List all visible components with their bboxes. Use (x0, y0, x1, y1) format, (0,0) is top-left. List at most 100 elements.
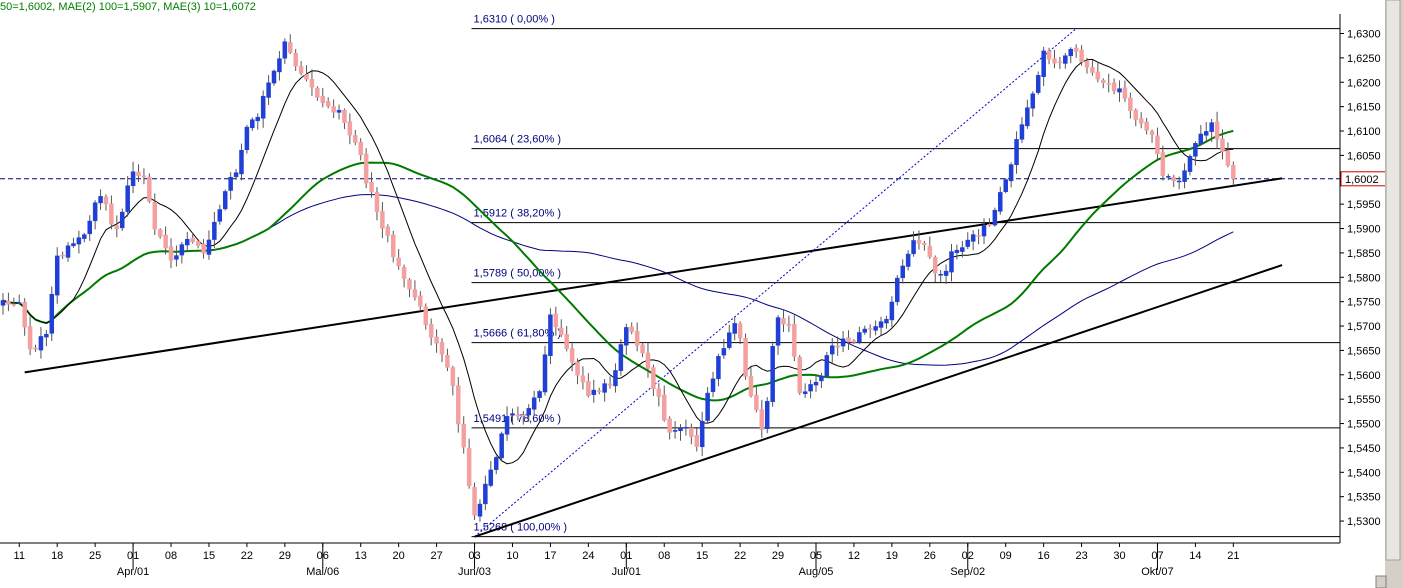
candle (1014, 131, 1019, 174)
candle (564, 325, 569, 352)
candle (813, 374, 819, 392)
month-label: Jul/01 (612, 566, 641, 578)
candle (737, 321, 743, 345)
candle-body (260, 95, 266, 119)
candle (1182, 163, 1187, 189)
price-tick-label: 1,5900 (1347, 224, 1381, 236)
price-tick-label: 1,5700 (1347, 321, 1381, 333)
date-tick-label: 13 (355, 550, 367, 562)
candle (1176, 176, 1182, 190)
candle (569, 343, 575, 372)
date-tick-label: 18 (51, 550, 63, 562)
date-tick-label: 26 (924, 550, 936, 562)
price-tick-label: 1,6100 (1347, 126, 1381, 138)
candle (141, 168, 147, 185)
candle-body (423, 306, 429, 326)
candle-body (266, 82, 271, 98)
candle (1063, 52, 1068, 69)
candle (1057, 56, 1063, 70)
candle-body (0, 300, 6, 306)
candle-body (1171, 177, 1176, 182)
candle-body (49, 293, 55, 334)
candle (521, 411, 526, 425)
candle-body (922, 242, 927, 245)
candle (71, 237, 76, 248)
candle (103, 194, 109, 211)
candle (922, 240, 927, 251)
candle-body (1182, 170, 1187, 182)
candle-body (998, 192, 1003, 212)
candle-body (970, 234, 976, 242)
candle (499, 431, 504, 461)
candle (390, 230, 396, 263)
candle-body (905, 253, 911, 267)
candle (260, 90, 266, 128)
candle (802, 383, 808, 398)
candle (277, 51, 282, 81)
candle (298, 61, 304, 76)
candle (797, 355, 802, 395)
candle (504, 406, 510, 441)
candle (1046, 47, 1052, 65)
candle-body (548, 314, 553, 356)
candle (981, 218, 987, 245)
candle-body (407, 279, 412, 290)
candle (840, 331, 846, 353)
candle (353, 129, 358, 146)
candle (119, 208, 125, 232)
scrollbar-track (1385, 0, 1401, 561)
candle (401, 264, 407, 288)
price-tick-label: 1,5300 (1347, 516, 1381, 528)
candle-body (401, 266, 407, 279)
candle (65, 242, 71, 262)
candle-body (22, 301, 27, 328)
candle (472, 482, 477, 520)
candle-body (553, 313, 559, 328)
candle (895, 275, 900, 306)
candle (721, 338, 727, 359)
candle-body (835, 345, 840, 348)
candle-body (786, 323, 792, 326)
candle-body (288, 42, 293, 53)
candle-body (992, 209, 998, 226)
candle (1138, 112, 1144, 129)
candle-body (629, 326, 634, 332)
candle (6, 292, 11, 312)
candle-body (244, 126, 250, 151)
candle (76, 230, 82, 254)
candle (857, 326, 862, 345)
candle-body (542, 354, 548, 393)
candle-body (325, 101, 331, 107)
candle-body (1019, 124, 1025, 140)
candle (11, 297, 17, 307)
candle (992, 207, 998, 227)
candle (233, 168, 239, 180)
candle-body (792, 324, 797, 357)
candle-body (428, 323, 434, 338)
candle-body (168, 246, 174, 261)
candle-body (770, 346, 775, 402)
candle-body (136, 171, 141, 177)
candle-body (878, 321, 884, 328)
candle (699, 411, 705, 457)
date-tick-label: 09 (1000, 550, 1012, 562)
candle (1231, 161, 1236, 186)
candle-body (304, 74, 309, 80)
candle-body (624, 327, 629, 346)
candle-body (1203, 131, 1209, 136)
candle-body (6, 300, 11, 305)
candle (98, 189, 103, 210)
candle (244, 124, 250, 154)
candle (255, 113, 260, 130)
candle (434, 329, 439, 353)
plot-area (0, 14, 1340, 543)
candle-body (710, 378, 716, 392)
candle-body (119, 211, 125, 229)
candle-body (678, 427, 683, 432)
candle-body (515, 414, 521, 417)
candle (33, 344, 38, 352)
candle-body (82, 234, 87, 239)
candle (1106, 73, 1111, 93)
candle-body (1095, 71, 1101, 80)
candle (325, 97, 331, 109)
